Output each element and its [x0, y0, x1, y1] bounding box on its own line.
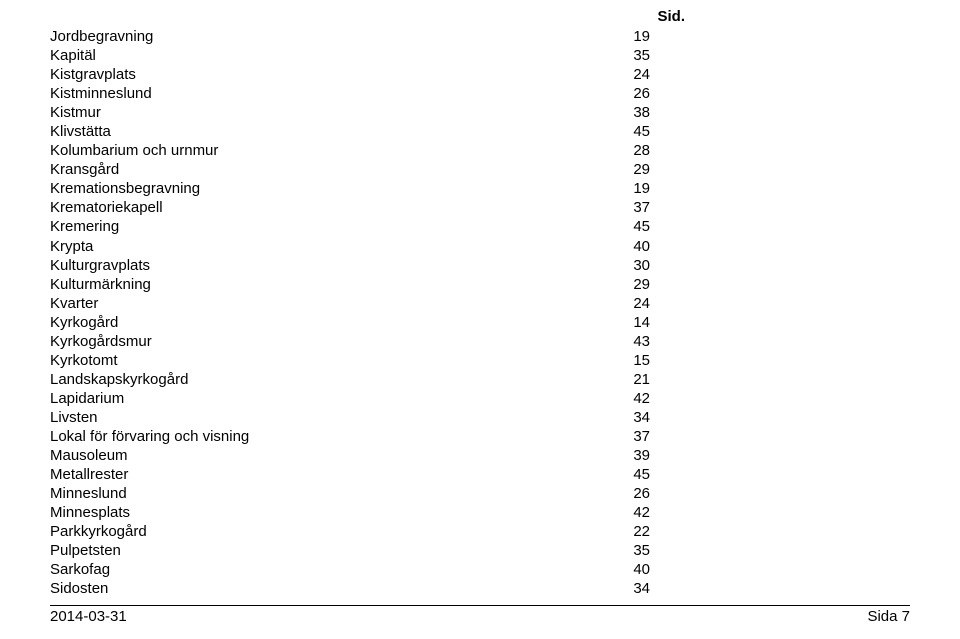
index-term: Kremering	[50, 217, 610, 236]
index-term: Kistmur	[50, 103, 610, 122]
index-term: Klivstätta	[50, 122, 610, 141]
index-row: Sidosten34	[50, 579, 910, 598]
index-term: Kvarter	[50, 294, 610, 313]
index-page-number: 24	[610, 294, 650, 313]
index-page-number: 38	[610, 103, 650, 122]
footer-date: 2014-03-31	[50, 608, 127, 625]
index-row: Kulturmärkning29	[50, 275, 910, 294]
index-row: Sarkofag40	[50, 560, 910, 579]
index-row: Kyrkogård14	[50, 313, 910, 332]
index-page-number: 42	[610, 389, 650, 408]
index-row: Livsten34	[50, 408, 910, 427]
index-term: Sarkofag	[50, 560, 610, 579]
index-term: Minnesplats	[50, 503, 610, 522]
index-row: Kremationsbegravning19	[50, 179, 910, 198]
index-page-number: 15	[610, 351, 650, 370]
index-term: Parkkyrkogård	[50, 522, 610, 541]
index-row: Lapidarium42	[50, 389, 910, 408]
index-page-number: 42	[610, 503, 650, 522]
index-page-number: 45	[610, 217, 650, 236]
index-row: Kistminneslund26	[50, 84, 910, 103]
index-term: Kulturmärkning	[50, 275, 610, 294]
index-page-number: 39	[610, 446, 650, 465]
index-term: Lapidarium	[50, 389, 610, 408]
index-page-number: 35	[610, 541, 650, 560]
index-row: Minneslund26	[50, 484, 910, 503]
index-term: Mausoleum	[50, 446, 610, 465]
index-page-number: 28	[610, 141, 650, 160]
index-row: Jordbegravning19	[50, 27, 910, 46]
index-term: Livsten	[50, 408, 610, 427]
index-row: Krypta40	[50, 237, 910, 256]
index-page-number: 26	[610, 84, 650, 103]
index-page-number: 21	[610, 370, 650, 389]
index-row: Minnesplats42	[50, 503, 910, 522]
index-row: Lokal för förvaring och visning37	[50, 427, 910, 446]
index-term: Sidosten	[50, 579, 610, 598]
index-page-number: 35	[610, 46, 650, 65]
index-page-number: 19	[610, 27, 650, 46]
index-term: Kolumbarium och urnmur	[50, 141, 610, 160]
index-row: Kyrkotomt15	[50, 351, 910, 370]
index-term: Kremationsbegravning	[50, 179, 610, 198]
index-term: Kyrkogård	[50, 313, 610, 332]
index-term: Kistminneslund	[50, 84, 610, 103]
index-term: Landskapskyrkogård	[50, 370, 610, 389]
index-row: Kistgravplats24	[50, 65, 910, 84]
page-footer: 2014-03-31 Sida 7	[50, 605, 910, 625]
index-row: Pulpetsten35	[50, 541, 910, 560]
index-page-number: 22	[610, 522, 650, 541]
index-row: Kremering45	[50, 217, 910, 236]
index-term: Jordbegravning	[50, 27, 610, 46]
index-term: Krypta	[50, 237, 610, 256]
index-row: Kransgård29	[50, 160, 910, 179]
index-page-number: 45	[610, 122, 650, 141]
index-term: Metallrester	[50, 465, 610, 484]
index-row: Kapitäl35	[50, 46, 910, 65]
index-page-number: 14	[610, 313, 650, 332]
index-row: Parkkyrkogård22	[50, 522, 910, 541]
index-term: Pulpetsten	[50, 541, 610, 560]
index-term: Kistgravplats	[50, 65, 610, 84]
index-row: Kistmur38	[50, 103, 910, 122]
index-page-number: 45	[610, 465, 650, 484]
index-page-number: 26	[610, 484, 650, 503]
index-page-number: 29	[610, 160, 650, 179]
index-term: Lokal för förvaring och visning	[50, 427, 610, 446]
page-column-header: Sid.	[657, 8, 685, 25]
column-header-row: Sid.	[50, 8, 910, 25]
index-term: Krematoriekapell	[50, 198, 610, 217]
index-page-number: 19	[610, 179, 650, 198]
index-page-number: 40	[610, 560, 650, 579]
index-entries: Jordbegravning19Kapitäl35Kistgravplats24…	[50, 27, 910, 598]
index-page-number: 40	[610, 237, 650, 256]
index-term: Kransgård	[50, 160, 610, 179]
index-row: Landskapskyrkogård21	[50, 370, 910, 389]
index-page-number: 34	[610, 579, 650, 598]
index-term: Kyrkogårdsmur	[50, 332, 610, 351]
index-term: Kulturgravplats	[50, 256, 610, 275]
index-term: Minneslund	[50, 484, 610, 503]
index-row: Kulturgravplats30	[50, 256, 910, 275]
index-page-number: 29	[610, 275, 650, 294]
index-page-number: 37	[610, 198, 650, 217]
index-row: Mausoleum39	[50, 446, 910, 465]
index-page-number: 30	[610, 256, 650, 275]
index-row: Krematoriekapell37	[50, 198, 910, 217]
index-term: Kyrkotomt	[50, 351, 610, 370]
index-page-number: 24	[610, 65, 650, 84]
footer-page-number: Sida 7	[867, 608, 910, 625]
index-page-number: 43	[610, 332, 650, 351]
index-row: Metallrester45	[50, 465, 910, 484]
index-page-number: 34	[610, 408, 650, 427]
index-row: Kvarter24	[50, 294, 910, 313]
index-row: Kolumbarium och urnmur28	[50, 141, 910, 160]
index-term: Kapitäl	[50, 46, 610, 65]
document-page: Sid. Jordbegravning19Kapitäl35Kistgravpl…	[0, 0, 960, 639]
index-row: Kyrkogårdsmur43	[50, 332, 910, 351]
index-row: Klivstätta45	[50, 122, 910, 141]
index-page-number: 37	[610, 427, 650, 446]
